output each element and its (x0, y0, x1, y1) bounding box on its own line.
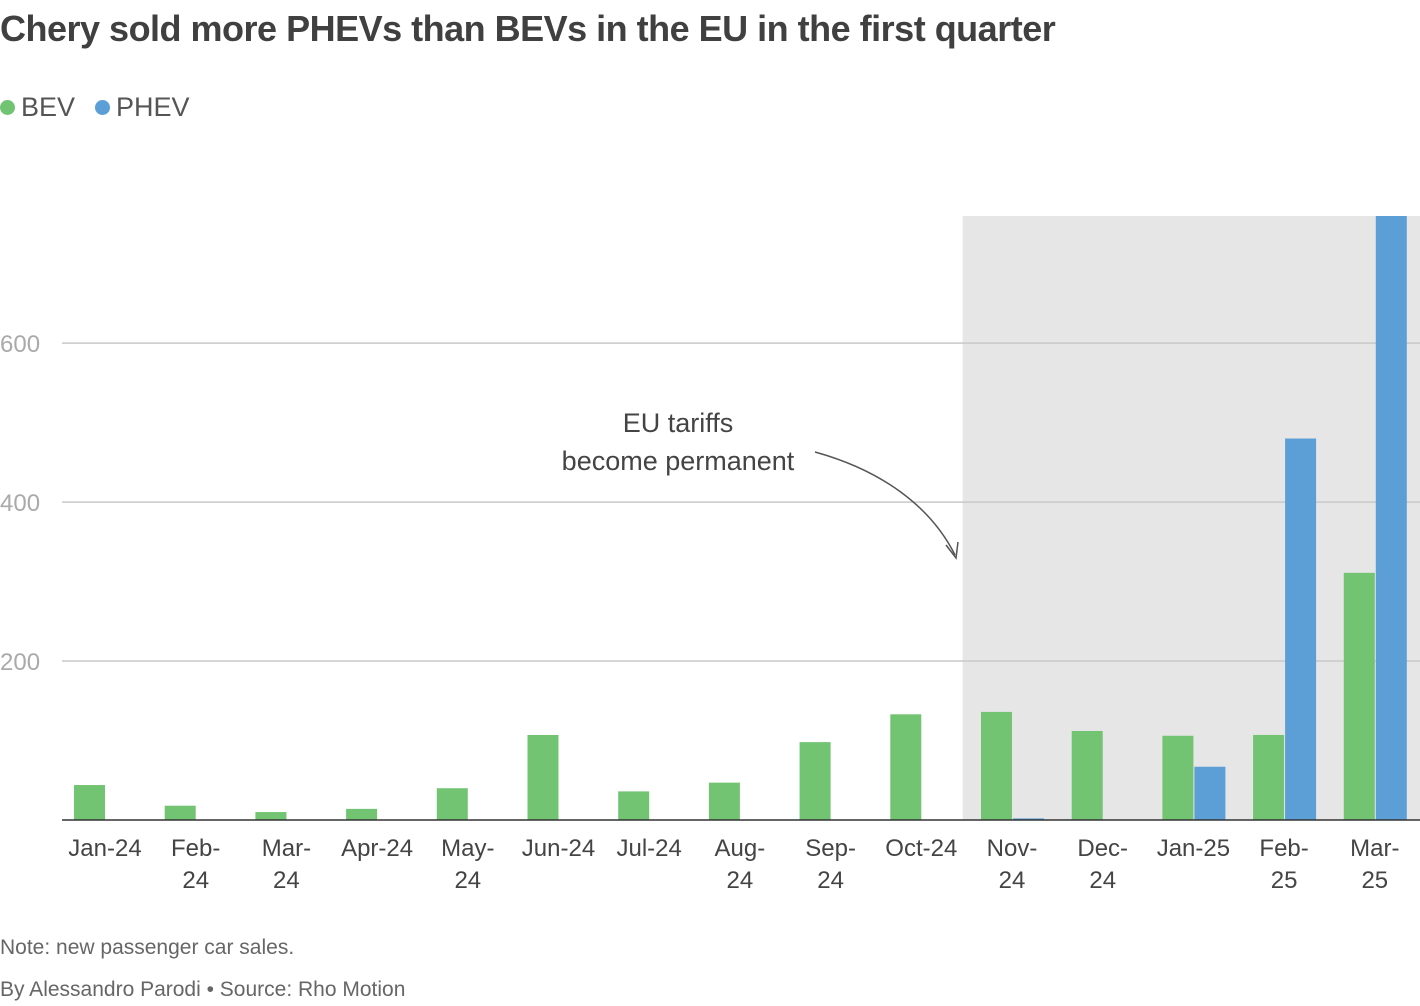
legend-label: PHEV (116, 92, 190, 122)
bar-phev (1013, 818, 1044, 820)
bar-bev (981, 711, 1012, 820)
annotation-arrow (814, 451, 956, 556)
bar-phev (1285, 438, 1317, 820)
annotation-text: become permanent (562, 446, 795, 476)
x-tick-label: Jun-24 (522, 835, 595, 862)
x-tick-label: Aug-24 (715, 835, 766, 894)
bar-bev (1253, 734, 1285, 820)
x-tick-label: May-24 (441, 835, 494, 894)
y-tick-label: 600 (0, 331, 40, 358)
bar-phev (1194, 766, 1226, 820)
legend-item-bev: BEV (0, 92, 75, 123)
x-tick-label: Feb-25 (1259, 835, 1308, 894)
x-tick-label: Jan-24 (68, 835, 141, 862)
bar-bev (346, 808, 378, 820)
bar-bev (708, 782, 740, 820)
bar-bev (255, 812, 287, 820)
x-tick-label: Oct-24 (885, 835, 957, 862)
annotation-text: EU tariffs (623, 408, 734, 438)
bar-bev (1343, 572, 1375, 820)
y-tick-label: 400 (0, 490, 40, 517)
shaded-region (962, 216, 1420, 820)
x-tick-label: Mar-25 (1350, 835, 1399, 894)
credit: By Alessandro Parodi • Source: Rho Motio… (0, 978, 406, 1001)
chart-title: Chery sold more PHEVs than BEVs in the E… (0, 8, 1056, 49)
bar-bev (164, 805, 196, 820)
x-tick-label: Sep-24 (805, 835, 856, 894)
bar-bev (527, 734, 559, 820)
note: Note: new passenger car sales. (0, 936, 295, 959)
x-tick-label: Dec-24 (1077, 835, 1128, 894)
bar-bev (1162, 735, 1194, 820)
legend-swatch-bev (0, 100, 15, 115)
bar-bev (1071, 730, 1103, 820)
x-tick-label: Jul-24 (617, 835, 682, 862)
bar-bev (436, 788, 468, 820)
bar-bev (799, 742, 831, 820)
legend: BEV PHEV (0, 92, 190, 123)
bar-bev (74, 785, 105, 820)
annotation-arrowhead (945, 541, 959, 560)
x-tick-label: Feb-24 (171, 835, 220, 894)
x-tick-label: Nov-24 (987, 835, 1038, 894)
y-tick-label: 200 (0, 649, 40, 676)
legend-label: BEV (21, 92, 76, 122)
bar-bev (890, 714, 922, 820)
bar-phev (1375, 216, 1407, 820)
x-tick-label: Jan-25 (1157, 835, 1230, 862)
x-tick-label: Apr-24 (341, 835, 413, 862)
bar-chart: 200 400 600 Jan-24 Feb-24 Mar-24 Apr-24 May-24 J… (0, 216, 1420, 894)
legend-swatch-phev (95, 100, 111, 115)
x-tick-label: Mar-24 (262, 835, 311, 894)
bar-bev (618, 791, 650, 820)
legend-item-phev: PHEV (95, 92, 190, 123)
